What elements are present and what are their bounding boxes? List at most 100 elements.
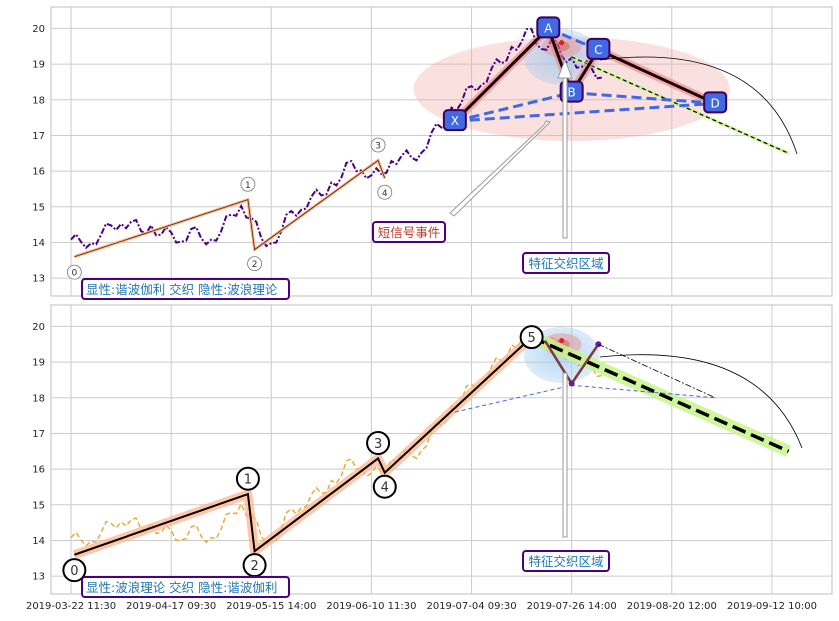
bottom-wave-marker [62, 558, 87, 583]
feature-zone-label-bottom: 特征交织区域 [528, 554, 603, 569]
top-wave-marker [240, 176, 256, 192]
x-tick-label: 2019-04-17 09:30 [126, 601, 216, 612]
bottom-wave-line [74, 336, 533, 556]
top-patterns: 0 1 2 3 4 X A B C D [66, 16, 790, 280]
top-zone-center-dot [559, 40, 565, 46]
bottom-annotations: 特征交织区域 显性:波浪理论 交织 隐性:谐波伽利 [81, 354, 803, 598]
bottom-series [70, 326, 602, 547]
bottom-legend-text: 显性:波浪理论 交织 隐性:谐波伽利 [86, 580, 277, 595]
bottom-wave-label: 4 [381, 481, 389, 496]
zone-arrow-bottom [562, 372, 568, 538]
top-panel: 0 1 2 3 4 X A B C D 短信号事件 特征交织区域 显性:谐波伽利 交织 隐性:波浪… [32, 6, 833, 300]
x-tick-label: 2019-09-12 10:00 [727, 601, 817, 612]
bottom-wave-marker [519, 325, 544, 350]
bottom-patterns: 0 1 2 3 4 5 [62, 325, 792, 583]
feature-zone-box-bottom [522, 550, 610, 572]
x-tick-label: 2019-07-04 09:30 [426, 601, 516, 612]
harmonic-connector [454, 91, 573, 123]
harmonic-connector [571, 91, 716, 105]
bottom-ytick-label: 17 [32, 429, 45, 440]
top-y-ticks: 13 14 15 16 17 18 19 20 [32, 24, 45, 285]
bottom-price-series [70, 326, 602, 547]
bottom-ytick-label: 20 [32, 322, 45, 333]
bottom-wave-label: 2 [250, 559, 258, 574]
bottom-wave-label: 5 [527, 331, 535, 346]
zone-arrow-top [562, 74, 568, 239]
feature-zone-label-top: 特征交织区域 [528, 256, 603, 271]
bottom-legend-box [81, 576, 290, 598]
top-wave-label: 4 [382, 189, 388, 199]
short-signal-box [372, 221, 446, 243]
harmonic-label: A [544, 21, 553, 35]
top-plot-area [50, 6, 833, 297]
harmonic-point-A [536, 16, 561, 39]
top-wave-label: 2 [252, 260, 258, 270]
x-tick-label: 2019-07-26 14:00 [527, 601, 617, 612]
harmonic-connector [454, 101, 716, 123]
bottom-ytick-label: 16 [32, 465, 45, 476]
feature-zone-box-top [522, 252, 610, 274]
harmonic-point-C [586, 37, 611, 60]
harmonic-point-D [703, 91, 728, 114]
top-wave-marker [377, 184, 393, 200]
top-legend-box [81, 278, 290, 300]
top-curved-arc [599, 56, 798, 155]
top-ytick-label: 17 [32, 131, 45, 142]
top-series [70, 28, 602, 250]
bottom-ytick-label: 14 [32, 536, 45, 547]
short-signal-label: 短信号事件 [378, 225, 441, 240]
bottom-ytick-label: 15 [32, 500, 45, 511]
bottom-ytick-label: 18 [32, 393, 45, 404]
harmonic-label: C [594, 43, 602, 57]
top-forecast-line [571, 56, 789, 154]
bottom-wave-marker [372, 474, 397, 499]
bottom-zone-center-dot [559, 338, 565, 344]
bottom-forecast-line [530, 335, 790, 453]
bottom-curved-arc [599, 354, 803, 449]
top-ytick-label: 16 [32, 167, 45, 178]
top-wave-line [74, 159, 386, 258]
top-wave-label: 3 [375, 142, 381, 152]
harmonic-leg [453, 27, 550, 123]
zone-arrow-top-head [557, 58, 573, 79]
bottom-harmonic-dot [568, 380, 575, 387]
x-tick-label: 2019-03-22 11:30 [26, 601, 116, 612]
bottom-plot-area [50, 304, 833, 595]
bottom-y-ticks: 13 14 15 16 17 18 19 20 [32, 322, 45, 583]
top-ytick-label: 15 [32, 202, 45, 213]
top-wave-marker [66, 264, 82, 280]
x-tick-label: 2019-06-10 11:30 [326, 601, 416, 612]
bottom-wave-marker [366, 431, 391, 456]
x-tick-label: 2019-08-20 12:00 [627, 601, 717, 612]
top-wave-marker [247, 256, 262, 272]
top-wave-marker [370, 137, 386, 153]
harmonic-point-X [442, 109, 467, 132]
harmonic-label: X [451, 114, 459, 128]
top-price-series [70, 28, 602, 250]
bottom-ytick-label: 13 [32, 572, 45, 583]
bottom-wave-label: 3 [374, 437, 382, 452]
x-tick-label: 2019-05-15 14:00 [226, 601, 316, 612]
x-axis-ticks: 2019-03-22 11:30 2019-04-17 09:30 2019-05-… [26, 601, 817, 612]
harmonic-label: D [711, 96, 720, 110]
harmonic-leg [597, 48, 716, 105]
top-wave-label: 1 [245, 181, 251, 191]
top-ytick-label: 18 [32, 95, 45, 106]
top-ytick-label: 14 [32, 238, 45, 249]
top-ytick-label: 13 [32, 274, 45, 285]
top-wave-label: 0 [71, 269, 77, 279]
top-ytick-label: 19 [32, 60, 45, 71]
top-ytick-label: 20 [32, 24, 45, 35]
top-legend-text: 显性:谐波伽利 交织 隐性:波浪理论 [86, 282, 278, 297]
bottom-ytick-label: 19 [32, 358, 45, 369]
bottom-wave-label: 1 [244, 473, 252, 488]
bottom-wave-label: 0 [70, 564, 78, 579]
bottom-dashdot-guide [598, 343, 716, 399]
bottom-wave-marker [235, 466, 260, 491]
top-grid [51, 7, 832, 296]
top-annotations: 短信号事件 特征交织区域 显性:谐波伽利 交织 隐性:波浪理论 [81, 56, 798, 300]
signal-arrow-head [449, 120, 551, 217]
